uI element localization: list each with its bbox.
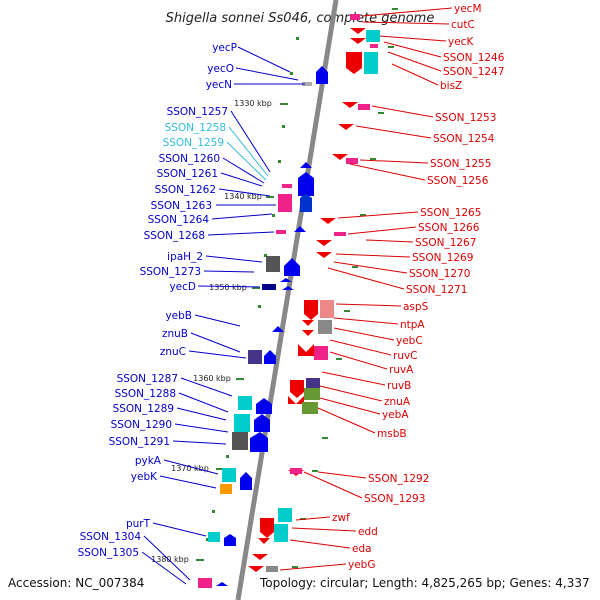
gene-label-edd: edd [358, 526, 378, 538]
gene-label-bisZ: bisZ [440, 80, 462, 92]
gene-label-zwf: zwf [332, 512, 350, 524]
gene-label-SSON_1292: SSON_1292 [368, 473, 429, 485]
gene-label-SSON_1291: SSON_1291 [109, 436, 170, 448]
gene-label-SSON_1254: SSON_1254 [433, 133, 495, 145]
gene-label-SSON_1305: SSON_1305 [78, 547, 139, 559]
gene-label-SSON_1267: SSON_1267 [415, 237, 476, 249]
gene-label-yebB: yebB [165, 310, 192, 322]
gene-label-ruvC: ruvC [393, 350, 418, 362]
tick-label: 1340 kbp [224, 192, 262, 201]
gene-label-yecD: yecD [169, 281, 196, 293]
gene-label-yecP: yecP [212, 42, 237, 54]
gene-label-znuB: znuB [162, 328, 188, 340]
gene-label-SSON_1304: SSON_1304 [80, 531, 142, 543]
left-gene-labels: yecP yecO yecN SSON_1257 SSON_1258 SSON_… [78, 42, 237, 559]
gene-label-yebC: yebC [396, 335, 423, 347]
gene-label-SSON_1259: SSON_1259 [163, 137, 224, 149]
gene-label-SSON_1258: SSON_1258 [165, 122, 226, 134]
gene-label-ipaH_2: ipaH_2 [167, 251, 203, 263]
gene-label-SSON_1289: SSON_1289 [113, 403, 174, 415]
left-gene-glyphs [198, 66, 328, 588]
gene-label-yecO: yecO [207, 63, 234, 75]
gene-label-ntpA: ntpA [400, 319, 425, 331]
gene-label-SSON_1260: SSON_1260 [159, 153, 220, 165]
gene-label-SSON_1270: SSON_1270 [409, 268, 470, 280]
gene-label-pykA: pykA [135, 455, 162, 467]
gene-label-SSON_1288: SSON_1288 [115, 388, 176, 400]
gene-label-znuC: znuC [160, 346, 186, 358]
gene-label-aspS: aspS [403, 301, 429, 313]
gene-label-SSON_1253: SSON_1253 [435, 112, 496, 124]
gene-label-SSON_1293: SSON_1293 [364, 493, 425, 505]
gene-label-SSON_1268: SSON_1268 [144, 230, 205, 242]
gene-label-purT: purT [126, 518, 151, 530]
gene-label-SSON_1266: SSON_1266 [418, 222, 480, 234]
gene-label-SSON_1261: SSON_1261 [157, 168, 218, 180]
gene-label-cutC: cutC [451, 19, 475, 31]
gene-label-msbB: msbB [377, 428, 407, 440]
tick-label: 1350 kbp [209, 283, 247, 292]
gene-label-eda: eda [352, 543, 372, 555]
gene-label-yecK: yecK [448, 36, 474, 48]
gene-label-SSON_1271: SSON_1271 [406, 284, 467, 296]
left-leader-lines [141, 46, 305, 585]
tick-label: 1360 kbp [193, 374, 231, 383]
gene-label-SSON_1257: SSON_1257 [167, 106, 228, 118]
gene-label-SSON_1265: SSON_1265 [420, 207, 481, 219]
gene-label-SSON_1255: SSON_1255 [430, 158, 491, 170]
kbp-ticks: 1330 kbp 1340 kbp 1350 kbp 1360 kbp 1370… [151, 99, 288, 564]
gene-label-yecM: yecM [454, 3, 482, 15]
gene-label-SSON_1269: SSON_1269 [412, 252, 473, 264]
gene-label-SSON_1262: SSON_1262 [155, 184, 216, 196]
gene-label-yebK: yebK [131, 471, 158, 483]
gene-label-yebA: yebA [382, 409, 409, 421]
gene-label-SSON_1246: SSON_1246 [443, 52, 505, 64]
tick-label: 1370 kbp [171, 464, 209, 473]
right-leader-lines [279, 7, 453, 571]
accession-text: Accession: NC_007384 [8, 576, 144, 590]
gene-label-SSON_1273: SSON_1273 [140, 266, 201, 278]
gene-label-yebG: yebG [348, 559, 375, 571]
gene-label-yecN: yecN [206, 79, 232, 91]
tick-label: 1330 kbp [234, 99, 272, 108]
right-gene-glyphs [248, 14, 380, 572]
tick-label: 1380 kbp [151, 555, 189, 564]
genome-backbone [235, 0, 339, 600]
gene-label-SSON_1264: SSON_1264 [148, 214, 210, 226]
right-gene-labels: yecM cutC yecK SSON_1246 SSON_1247 bisZ … [332, 3, 505, 571]
gene-label-ruvA: ruvA [389, 364, 414, 376]
gene-label-SSON_1247: SSON_1247 [443, 66, 504, 78]
gene-label-ruvB: ruvB [387, 380, 411, 392]
gene-label-SSON_1287: SSON_1287 [117, 373, 178, 385]
gene-label-znuA: znuA [384, 396, 411, 408]
topology-text: Topology: circular; Length: 4,825,265 bp… [259, 576, 590, 590]
gene-label-SSON_1290: SSON_1290 [111, 419, 172, 431]
gene-label-SSON_1263: SSON_1263 [151, 200, 212, 212]
gene-label-SSON_1256: SSON_1256 [427, 175, 489, 187]
